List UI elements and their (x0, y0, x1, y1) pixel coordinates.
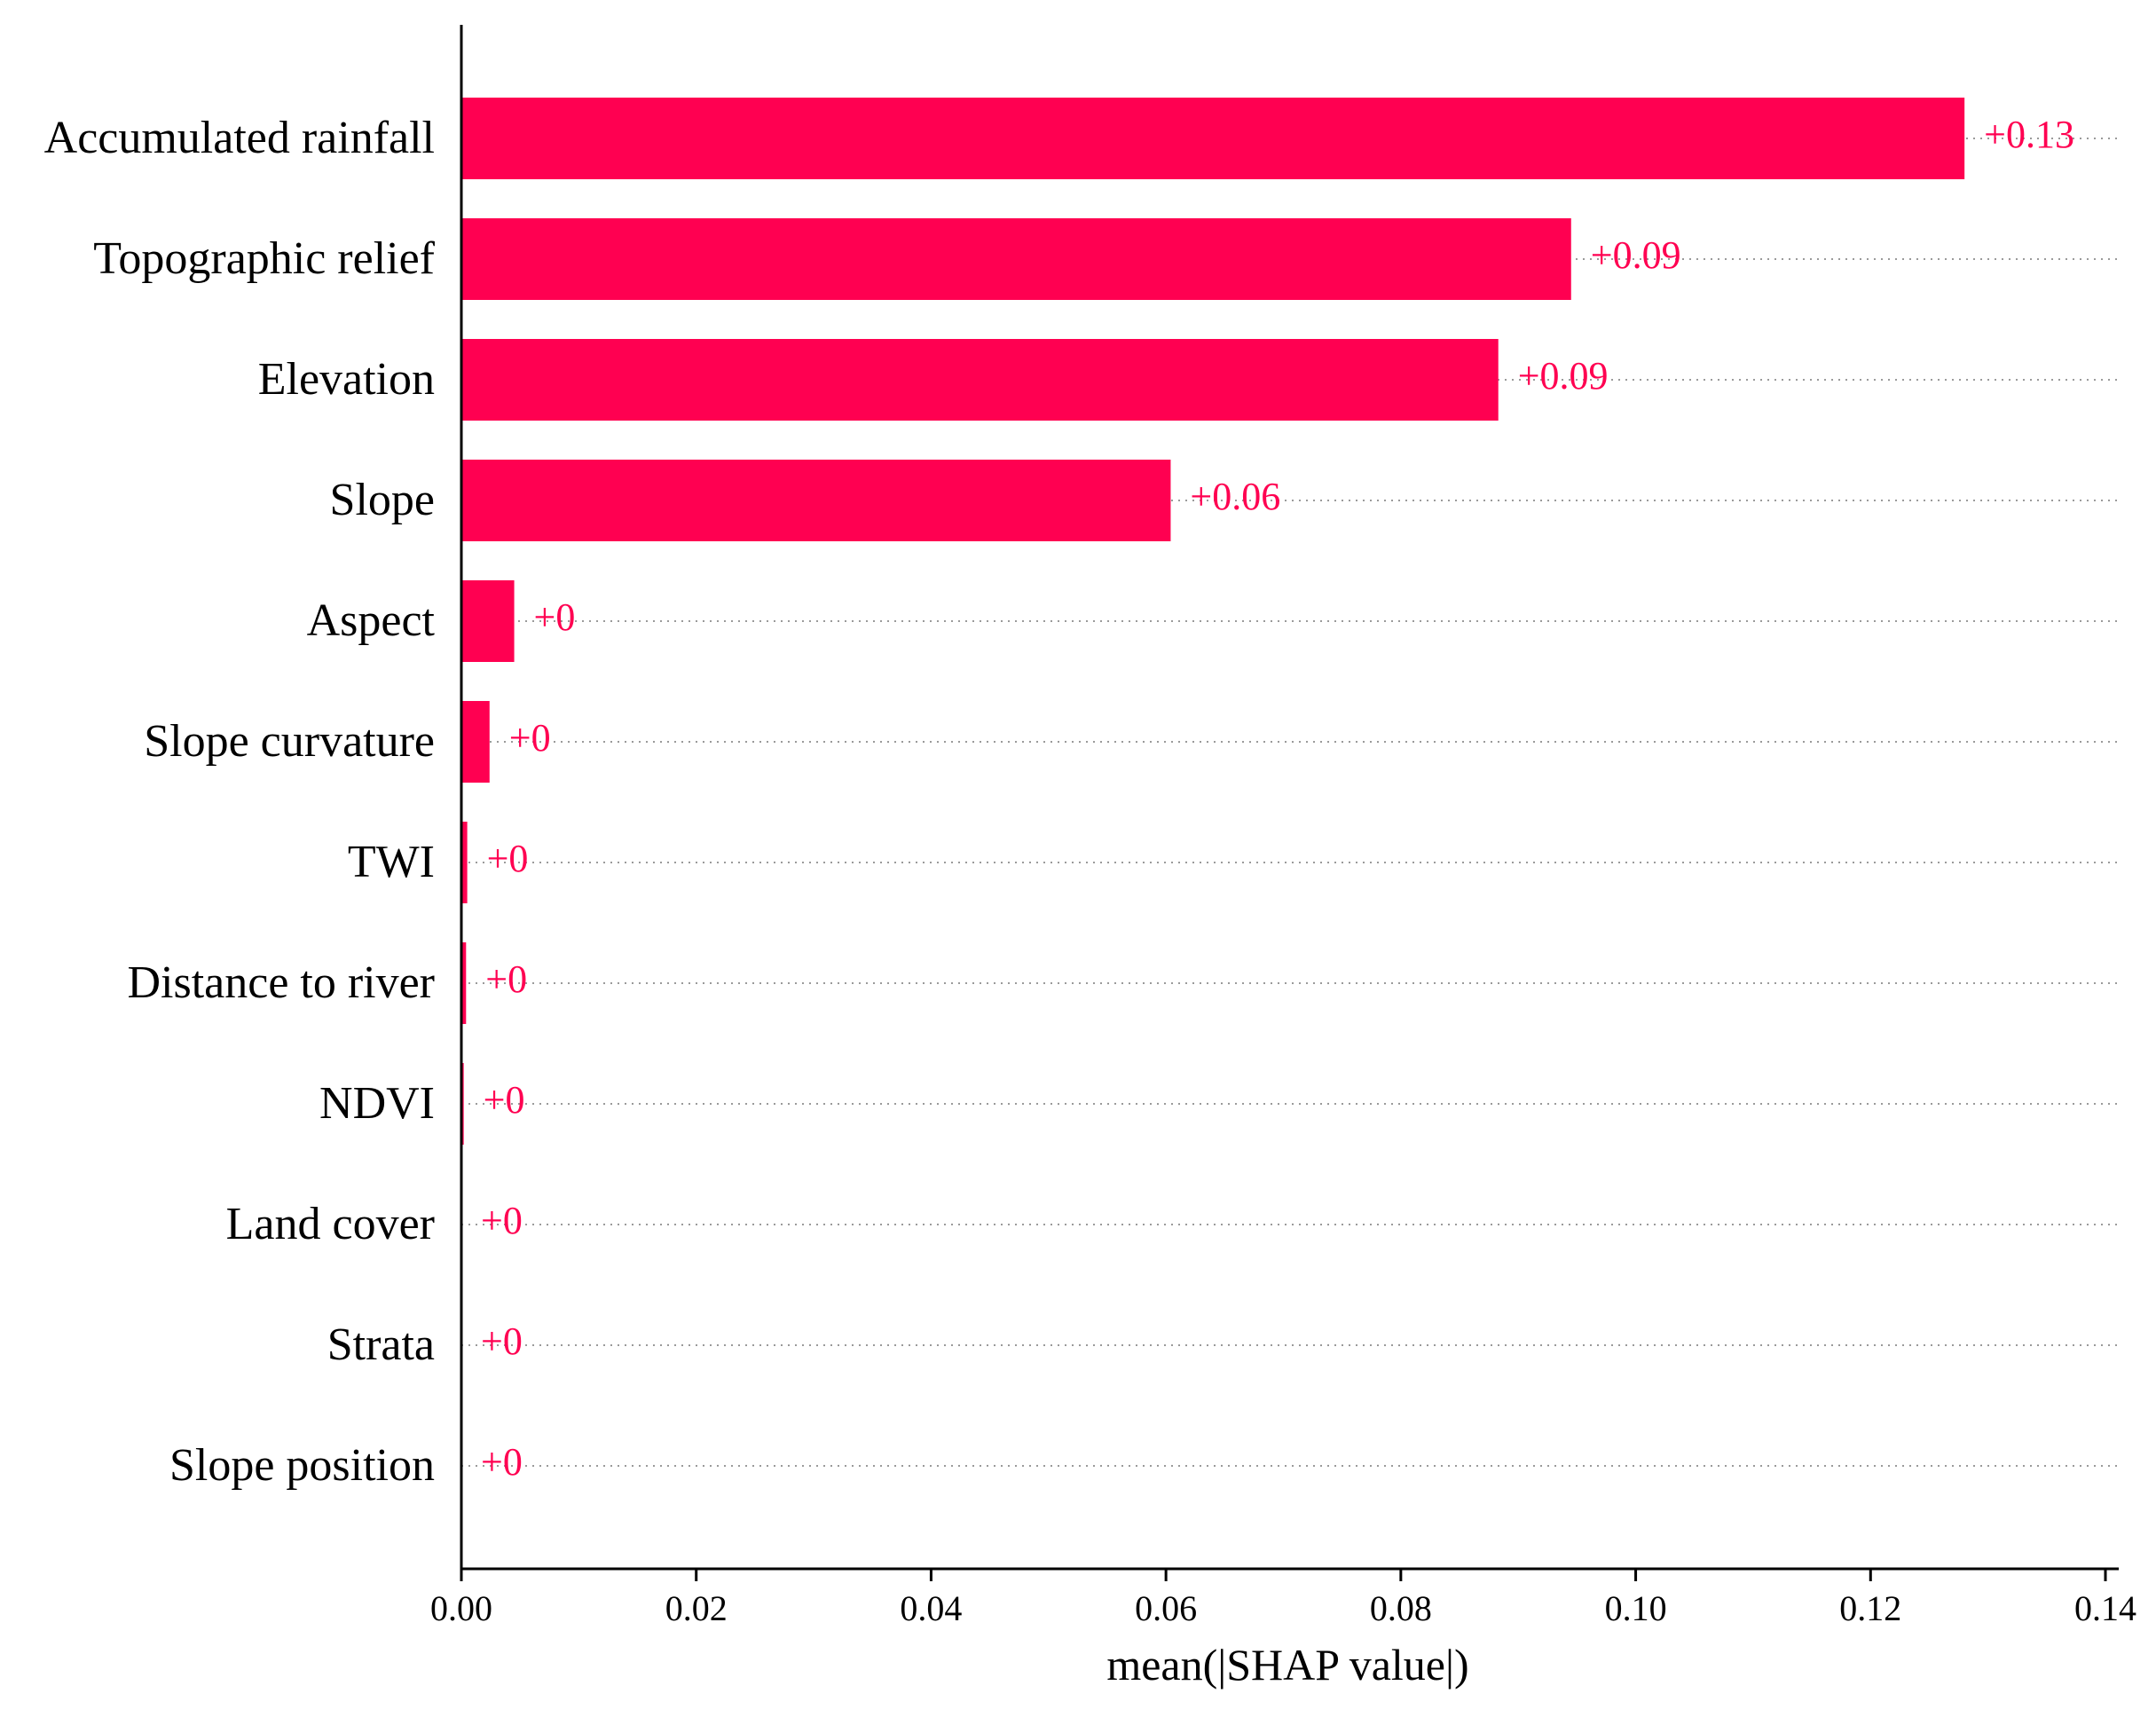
value-label: +0 (534, 595, 576, 639)
x-tick-label: 0.10 (1605, 1588, 1667, 1628)
bar (461, 218, 1571, 300)
category-label: NDVI (319, 1078, 435, 1129)
x-tick-label: 0.06 (1135, 1588, 1197, 1628)
value-labels: +0.13 +0.09 +0.09 +0.06 +0 +0 +0 +0 +0 +0 +0 +0 (481, 113, 2074, 1484)
bar (461, 942, 467, 1024)
x-axis-label: mean(|SHAP value|) (1106, 1640, 1468, 1689)
bar (461, 98, 1965, 179)
x-tick-label: 0.04 (900, 1588, 962, 1628)
category-label: Accumulated rainfall (44, 113, 435, 163)
category-label: TWI (348, 837, 435, 887)
value-label: +0 (484, 1078, 525, 1122)
value-label: +0 (481, 1319, 523, 1363)
value-label: +0.13 (1984, 113, 2074, 156)
category-label: Slope position (169, 1440, 435, 1491)
value-label: +0 (481, 1199, 523, 1242)
value-label: +0.09 (1518, 354, 1609, 398)
x-tick-label: 0.14 (2074, 1588, 2136, 1628)
category-label: Slope curvature (144, 716, 435, 767)
bar (461, 822, 468, 903)
category-label: Slope (330, 475, 435, 525)
bar (461, 701, 490, 783)
category-label: Topographic relief (93, 233, 435, 284)
bar (461, 339, 1499, 421)
axes (460, 25, 2119, 1571)
bars (461, 98, 1965, 1145)
value-label: +0 (487, 837, 529, 880)
category-label: Strata (327, 1319, 435, 1370)
category-label: Aspect (307, 595, 436, 646)
x-tick-label: 0.02 (665, 1588, 728, 1628)
value-label: +0.06 (1190, 475, 1280, 518)
bar (461, 580, 515, 662)
value-label: +0 (509, 716, 551, 760)
value-label: +0 (481, 1440, 523, 1484)
category-label: Land cover (226, 1199, 435, 1249)
category-labels: Accumulated rainfall Topographic relief El… (44, 113, 436, 1491)
value-label: +0 (485, 957, 527, 1001)
category-label: Distance to river (127, 957, 435, 1008)
category-label: Elevation (258, 354, 435, 405)
x-tick-label: 0.00 (430, 1588, 492, 1628)
bar (461, 460, 1171, 541)
gridlines (461, 138, 2119, 1467)
value-label: +0.09 (1591, 233, 1681, 277)
x-tick-label: 0.12 (1839, 1588, 1901, 1628)
x-ticks: 0.00 0.02 0.04 0.06 0.08 0.10 0.12 0.14 (430, 1569, 2136, 1628)
x-tick-label: 0.08 (1370, 1588, 1432, 1628)
